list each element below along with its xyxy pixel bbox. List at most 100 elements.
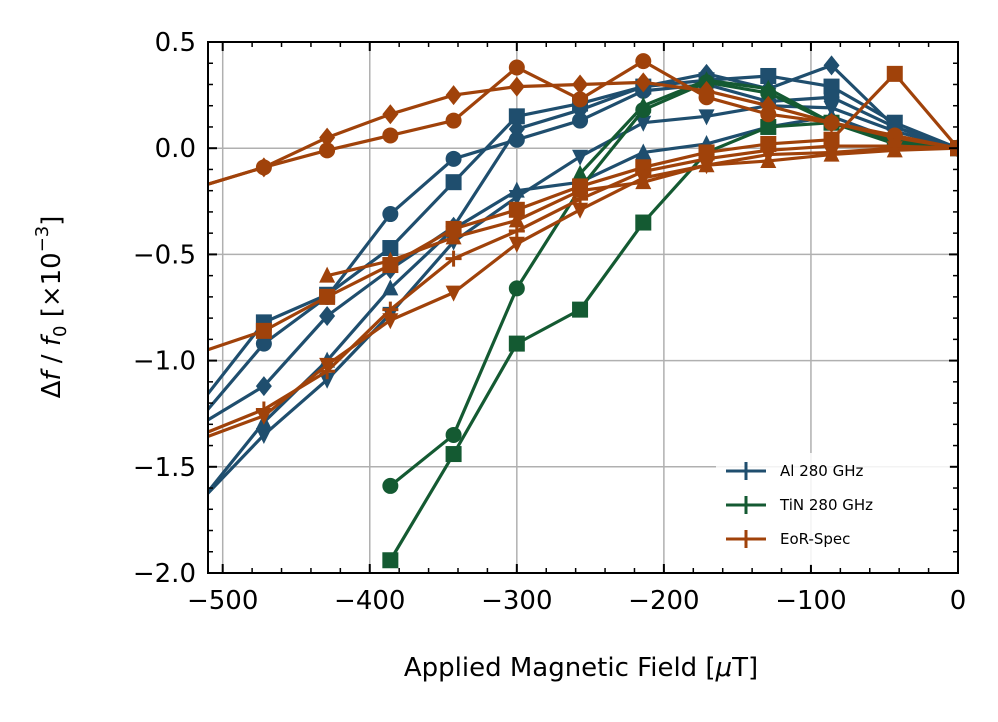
y-tick-label: −1.5 [133, 453, 196, 483]
legend: Al 280 GHz TiN 280 GHz EoR-Spec [716, 453, 950, 565]
y-axis-label: Δf / f0 [×10−3] [32, 216, 71, 399]
data-point [445, 150, 462, 167]
data-point [508, 201, 525, 218]
x-tick-label: 0 [950, 586, 967, 616]
data-point [760, 142, 777, 159]
data-point [508, 236, 525, 253]
y-tick-label: 0.0 [155, 134, 196, 164]
data-point [886, 138, 903, 155]
data-point [319, 363, 336, 380]
data-point [635, 143, 652, 160]
data-point [382, 127, 399, 144]
data-point [572, 191, 589, 208]
data-point [255, 159, 272, 176]
data-point [635, 214, 652, 231]
data-point [635, 115, 652, 132]
plot-frame [207, 41, 959, 574]
y-tick-label: −0.5 [133, 240, 196, 270]
data-point [823, 114, 840, 131]
data-point [382, 251, 399, 268]
data-point [572, 301, 589, 318]
data-point [572, 149, 589, 166]
x-axis-label: Applied Magnetic Field [μT] [404, 653, 758, 683]
data-point [319, 142, 336, 159]
data-point [255, 376, 272, 397]
legend-label-al: Al 280 GHz [780, 462, 863, 480]
data-point [886, 65, 903, 82]
y-tick-label: 0.5 [155, 28, 196, 58]
data-point [698, 89, 715, 106]
data-point [319, 127, 336, 148]
data-point [635, 163, 652, 180]
legend-label-eor: EoR-Spec [780, 530, 850, 548]
data-point [508, 280, 525, 297]
series-layer [208, 53, 958, 569]
data-point [572, 181, 589, 198]
data-point [445, 174, 462, 191]
data-point [445, 228, 462, 245]
data-point [382, 477, 399, 494]
x-tick-label: −500 [187, 586, 258, 616]
data-point [508, 76, 525, 97]
tick-labels: −500 −400 −300 −200 −100 0 0.5 0.0 −0.5 −1.0 −1.5 −… [133, 28, 966, 616]
data-point [445, 285, 462, 302]
x-tick-label: −200 [628, 586, 699, 616]
data-point [823, 138, 840, 155]
data-point [572, 202, 589, 219]
data-point [760, 67, 777, 84]
ticks [208, 41, 959, 574]
data-point [445, 112, 462, 129]
data-point [382, 301, 399, 318]
series-9 [208, 53, 958, 190]
data-point [445, 446, 462, 463]
data-point [508, 59, 525, 76]
legend-entry-al: Al 280 GHz [726, 462, 863, 480]
y-tick-label: −1.0 [133, 347, 196, 377]
legend-entry-tin: TiN 280 GHz [726, 496, 873, 514]
data-point [508, 119, 525, 140]
data-point [319, 305, 336, 326]
data-point [255, 322, 272, 339]
data-point [698, 71, 715, 88]
y-tick-label: −2.0 [133, 559, 196, 589]
data-point [255, 401, 272, 418]
data-point [508, 211, 525, 228]
data-point [445, 85, 462, 106]
data-point [319, 266, 336, 283]
data-point [382, 313, 399, 330]
x-tick-label: −100 [775, 586, 846, 616]
series-13 [208, 138, 958, 437]
data-point [760, 79, 777, 96]
data-point [445, 426, 462, 443]
data-point [382, 240, 399, 257]
data-point [382, 104, 399, 125]
data-point [508, 223, 525, 240]
data-point [635, 53, 652, 70]
data-point [635, 72, 652, 93]
data-point [760, 118, 777, 135]
data-point [572, 74, 589, 95]
data-point [508, 108, 525, 125]
data-point [382, 552, 399, 569]
x-tick-label: −400 [334, 586, 405, 616]
data-point [760, 106, 777, 123]
data-point [382, 279, 399, 296]
data-point [255, 427, 272, 444]
data-point [508, 335, 525, 352]
data-point [382, 206, 399, 223]
data-point [886, 127, 903, 144]
data-point [572, 164, 589, 181]
data-point [445, 250, 462, 267]
data-point [823, 55, 840, 76]
data-point [508, 181, 525, 198]
data-point [319, 372, 336, 389]
data-point [319, 288, 336, 305]
data-point [572, 112, 589, 129]
legend-entry-eor: EoR-Spec [726, 530, 850, 548]
data-point [698, 109, 715, 126]
data-point [698, 150, 715, 167]
x-tick-label: −300 [481, 586, 552, 616]
data-point [635, 96, 652, 113]
data-point [572, 91, 589, 108]
